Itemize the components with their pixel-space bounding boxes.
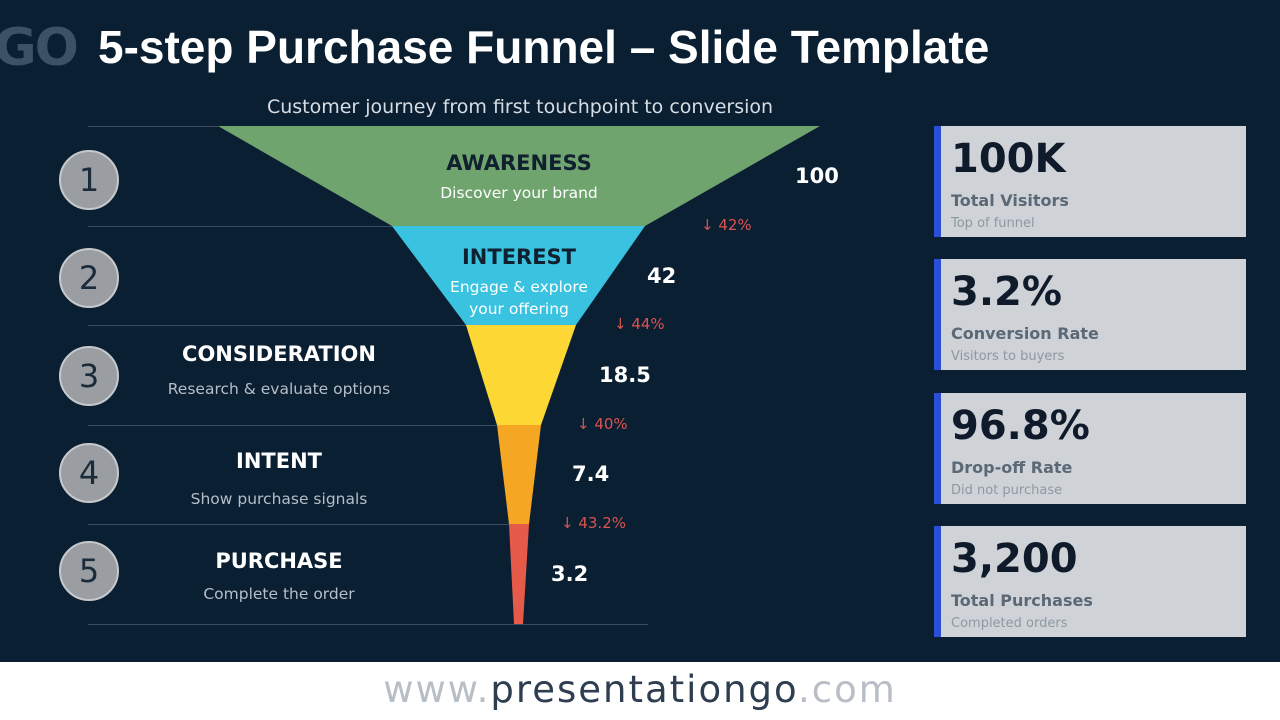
kpi-label: Total Purchases [951,591,1093,610]
funnel-segment-intent [497,425,541,524]
stage-desc-consideration: Research & evaluate options [167,380,391,398]
stage-title-intent: INTENT [236,449,322,473]
stage-value-awareness: 100 [795,164,839,188]
step-number-3: 3 [59,346,119,406]
step-number-4: 4 [59,443,119,503]
kpi-sublabel: Completed orders [951,616,1068,631]
kpi-sublabel: Visitors to buyers [951,349,1065,364]
step-number-1: 1 [59,150,119,210]
kpi-card-drop-off-rate: 96.8% Drop-off Rate Did not purchase [934,393,1246,504]
stage-title-purchase: PURCHASE [215,549,343,573]
dropoff-label: ↓ 43.2% [561,514,626,532]
kpi-accent-bar [934,526,941,637]
kpi-value: 100K [951,136,1066,182]
stage-value-purchase: 3.2 [551,562,589,586]
footer-url-brand: presentationgo [490,668,799,711]
kpi-value: 3.2% [951,269,1062,315]
dropoff-label: ↓ 42% [701,216,752,234]
kpi-accent-bar [934,393,941,504]
kpi-sublabel: Did not purchase [951,483,1063,498]
row-divider [88,425,498,426]
footer-url: www.presentationgo.com [0,662,1280,720]
kpi-sublabel: Top of funnel [951,216,1035,231]
stage-desc-purchase: Complete the order [203,585,355,603]
funnel-segment-awareness [218,126,820,226]
kpi-label: Conversion Rate [951,324,1099,343]
footer-url-suffix: .com [798,668,897,711]
stage-title-awareness: AWARENESS [446,151,592,175]
row-divider [88,524,510,525]
slide: GO 5-step Purchase Funnel – Slide Templa… [0,0,1280,662]
logo-mark: GO [0,18,79,78]
kpi-card-conversion-rate: 3.2% Conversion Rate Visitors to buyers [934,259,1246,370]
stage-value-intent: 7.4 [572,462,610,486]
funnel-segment-interest [392,226,645,325]
row-divider [88,126,218,127]
stage-title-consideration: CONSIDERATION [182,342,376,366]
kpi-accent-bar [934,126,941,237]
stage-value-consideration: 18.5 [599,363,651,387]
kpi-card-total-visitors: 100K Total Visitors Top of funnel [934,126,1246,237]
row-divider [88,624,648,625]
kpi-label: Drop-off Rate [951,458,1073,477]
funnel-graphic [218,126,820,624]
slide-title: 5-step Purchase Funnel – Slide Template [98,21,990,73]
stage-value-interest: 42 [647,264,677,288]
kpi-value: 3,200 [951,536,1078,582]
kpi-card-total-purchases: 3,200 Total Purchases Completed orders [934,526,1246,637]
kpi-accent-bar [934,259,941,370]
stage-title-interest: INTEREST [461,245,577,269]
funnel-segment-consideration [466,325,576,425]
slide-subtitle: Customer journey from first touchpoint t… [266,96,774,118]
kpi-value: 96.8% [951,403,1090,449]
kpi-label: Total Visitors [951,191,1069,210]
stage-desc-awareness: Discover your brand [440,184,598,202]
dropoff-label: ↓ 40% [577,415,628,433]
stage-desc-interest: Engage & explore your offering [450,278,588,318]
footer-url-prefix: www. [383,668,491,711]
step-number-5: 5 [59,541,119,601]
dropoff-label: ↓ 44% [614,315,665,333]
row-divider [88,226,393,227]
stage-desc-intent: Show purchase signals [190,490,368,508]
row-divider [88,325,468,326]
step-number-2: 2 [59,248,119,308]
funnel-segment-purchase [509,524,529,624]
